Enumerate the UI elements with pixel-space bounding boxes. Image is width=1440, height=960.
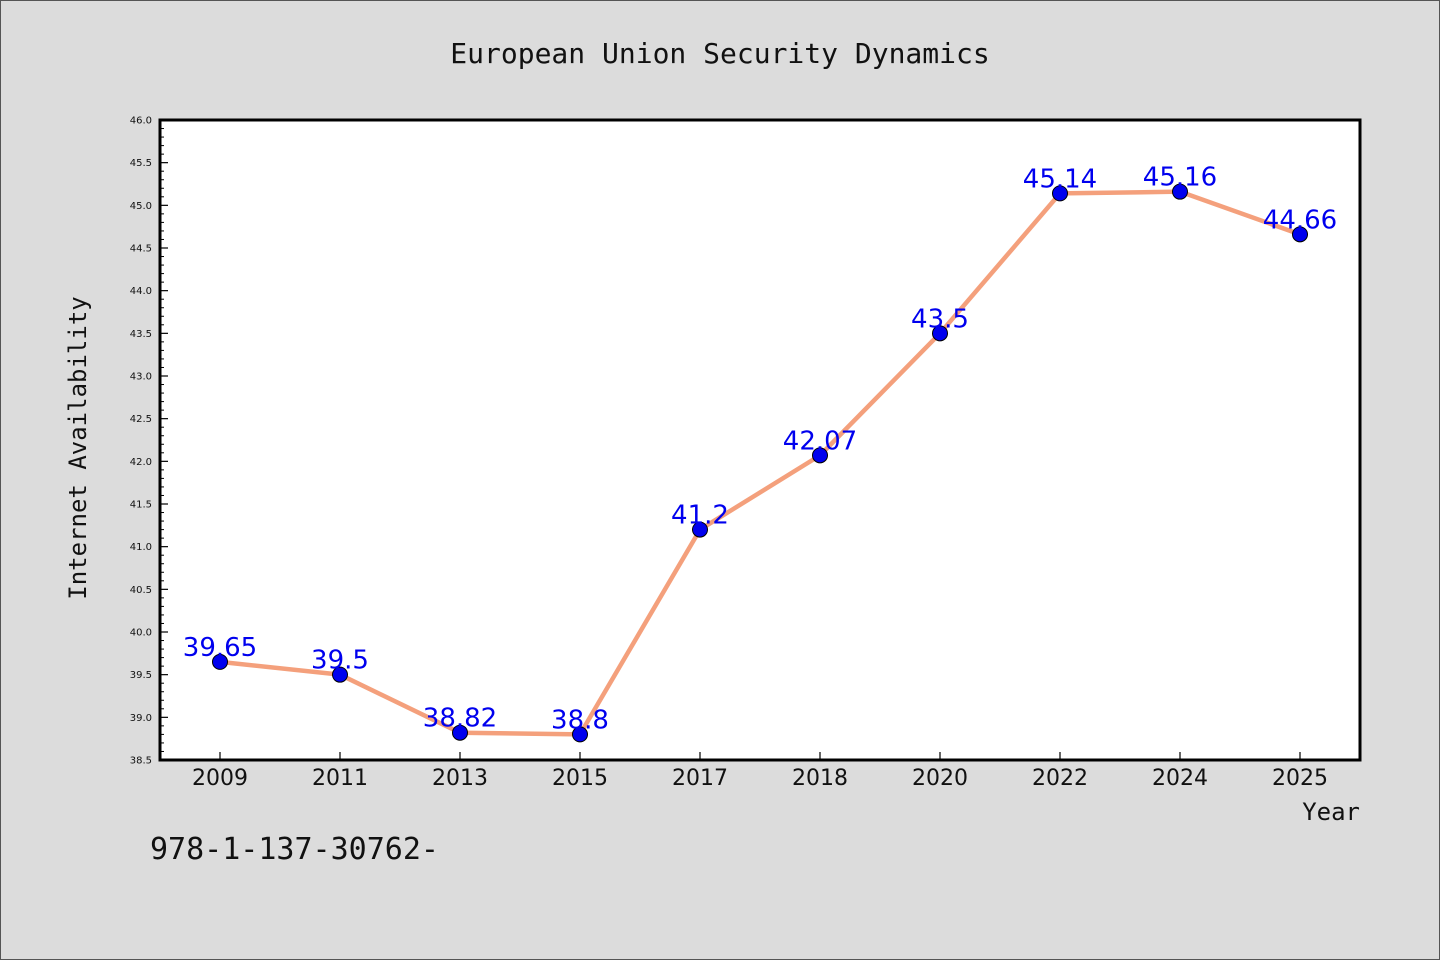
y-tick-label: 46.0: [130, 116, 152, 127]
data-point: [212, 653, 228, 670]
plot-area: [160, 120, 1360, 760]
y-tick-label: 44.5: [130, 244, 152, 255]
y-axis: 38.5 39.0 39.5 40.0 40.5 41.0 41.5 42.0 42.5 43.0…: [130, 116, 168, 767]
x-tick-label: 2015: [552, 766, 608, 791]
x-axis: 2009 2011 2013 2015 2017 2018 2020 2022 2024 2025: [192, 752, 1328, 791]
data-point: [1052, 185, 1068, 202]
data-label: 45.14: [1023, 164, 1097, 194]
footer-code: 978-1-137-30762-: [150, 832, 439, 867]
x-axis-label: Year: [1302, 798, 1360, 826]
y-tick-label: 40.0: [130, 628, 152, 639]
y-tick-label: 44.0: [130, 286, 152, 297]
data-markers: [212, 183, 1308, 743]
chart-title: European Union Security Dynamics: [450, 37, 989, 70]
y-tick-label: 43.5: [130, 329, 152, 340]
y-tick-label: 42.5: [130, 414, 152, 425]
x-tick-label: 2022: [1032, 766, 1088, 791]
data-labels: 39.65 39.5 38.82 38.8 41.2 42.07 43.5 45.14 45.1…: [183, 163, 1337, 736]
y-axis-label: Internet Availability: [64, 296, 92, 599]
data-point: [812, 447, 828, 464]
data-point: [1292, 226, 1308, 243]
x-tick-label: 2017: [672, 766, 728, 791]
data-label: 44.66: [1263, 205, 1337, 235]
y-tick-label: 38.5: [130, 756, 152, 767]
data-point: [932, 325, 948, 342]
y-tick-label: 39.0: [130, 713, 152, 724]
y-tick-label: 39.5: [130, 670, 152, 681]
data-label: 42.07: [783, 426, 857, 456]
data-point: [332, 666, 348, 683]
x-tick-label: 2011: [312, 766, 368, 791]
data-point: [692, 521, 708, 538]
x-tick-label: 2020: [912, 766, 968, 791]
data-label: 45.16: [1143, 163, 1217, 193]
y-tick-label: 41.5: [130, 500, 152, 511]
data-point: [452, 724, 468, 741]
y-tick-label: 43.0: [130, 372, 152, 383]
y-tick-label: 45.5: [130, 158, 152, 169]
data-label: 43.5: [911, 304, 969, 334]
series-line: [219, 189, 1301, 737]
x-tick-label: 2025: [1272, 766, 1328, 791]
data-label: 38.8: [551, 705, 609, 735]
data-label: 38.82: [423, 704, 497, 734]
x-tick-label: 2013: [432, 766, 488, 791]
x-tick-label: 2009: [192, 766, 248, 791]
plot-frame: [158, 118, 1362, 762]
data-label: 39.65: [183, 633, 257, 663]
data-point: [1172, 183, 1188, 200]
y-tick-label: 42.0: [130, 457, 152, 468]
x-tick-label: 2024: [1152, 766, 1208, 791]
y-tick-label: 41.0: [130, 542, 152, 553]
data-point: [572, 726, 588, 743]
x-tick-label: 2018: [792, 766, 848, 791]
y-tick-label: 45.0: [130, 201, 152, 212]
data-label: 39.5: [311, 646, 369, 676]
data-label: 41.2: [671, 501, 729, 531]
y-tick-label: 40.5: [130, 585, 152, 596]
